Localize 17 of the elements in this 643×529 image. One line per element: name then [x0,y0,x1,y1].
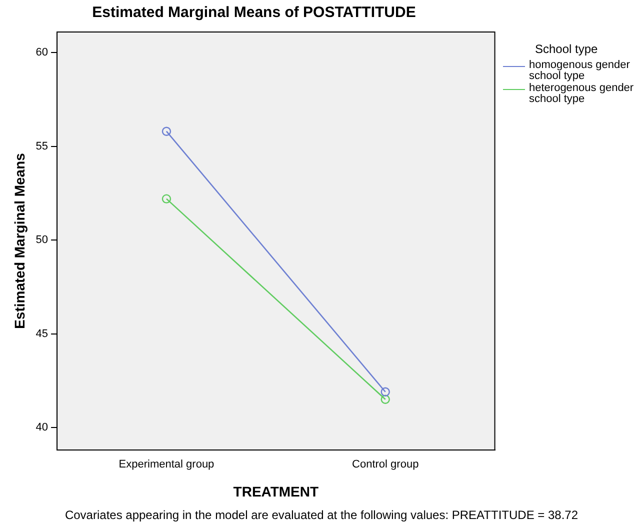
point [162,194,172,204]
point [162,126,172,136]
x-tick-label: Control group [352,458,419,471]
y-tick-label: 55 [36,140,48,152]
y-axis-title: Estimated Marginal Means [11,152,28,329]
point [380,387,390,396]
y-tick-label: 45 [36,328,48,340]
text: Covariates appearing in the model are evaluated at the following values: PREATTITUDE = 38.72 [64,508,580,522]
legend-label: heterogenous gender school type [529,82,635,105]
point [380,394,390,404]
legend-title: School type [535,42,599,56]
x-axis-title: TREATMENT [233,483,320,500]
y-tick-label: 40 [36,422,48,434]
y-tick-label: 50 [36,234,48,246]
chart-title: Estimated Marginal Means of POSTATTITUDE [92,4,416,22]
y-tick-label: 60 [36,46,48,59]
x-tick-label: Experimental group [118,458,214,471]
